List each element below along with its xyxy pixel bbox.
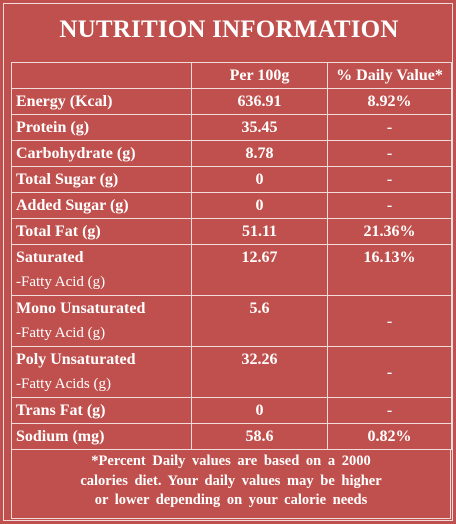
row-value: 58.6: [191, 423, 328, 450]
table-row: Trans Fat (g) 0 -: [11, 397, 452, 424]
row-label-cell: Saturated -Fatty Acid (g): [11, 244, 192, 296]
row-value: 12.67: [191, 244, 328, 296]
row-daily: 16.13%: [327, 244, 452, 296]
row-label: Carbohydrate (g): [11, 140, 192, 167]
footnote-line: or lower depending on your calorie needs: [94, 492, 368, 508]
row-daily: -: [327, 295, 452, 347]
table-row: Sodium (mg) 58.6 0.82%: [11, 423, 452, 450]
row-label: Saturated: [16, 249, 84, 266]
row-daily: -: [327, 166, 452, 193]
row-sublabel: -Fatty Acids (g): [16, 376, 111, 392]
row-label: Total Sugar (g): [11, 166, 192, 193]
row-daily: -: [327, 114, 452, 141]
table-row: Poly Unsaturated -Fatty Acids (g) 32.26 …: [11, 346, 452, 398]
row-label: Energy (Kcal): [11, 88, 192, 115]
table-row: Total Fat (g) 51.11 21.36%: [11, 218, 452, 245]
panel-title: NUTRITION INFORMATION: [59, 16, 399, 43]
table-row: Added Sugar (g) 0 -: [11, 192, 452, 219]
header-blank: [11, 62, 192, 89]
footnote: *Percent Daily values are based on a 200…: [11, 449, 451, 519]
row-label-cell: Poly Unsaturated -Fatty Acids (g): [11, 346, 192, 398]
footnote-line: *Percent Daily values are based on a 200…: [91, 453, 371, 469]
row-label: Poly Unsaturated: [16, 351, 136, 368]
row-label: Added Sugar (g): [11, 192, 192, 219]
table-row: Energy (Kcal) 636.91 8.92%: [11, 88, 452, 115]
footnote-line: calories diet. Your daily values may be …: [80, 472, 382, 489]
row-value: 0: [191, 397, 328, 424]
row-label: Mono Unsaturated: [16, 300, 146, 317]
table-row: Total Sugar (g) 0 -: [11, 166, 452, 193]
row-label: Trans Fat (g): [11, 397, 192, 424]
row-value: 0: [191, 192, 328, 219]
row-daily: -: [327, 346, 452, 398]
row-daily: -: [327, 140, 452, 167]
row-value: 0: [191, 166, 328, 193]
row-label: Protein (g): [11, 114, 192, 141]
row-label-cell: Mono Unsaturated -Fatty Acid (g): [11, 295, 192, 347]
nutrition-panel: NUTRITION INFORMATION Per 100g % Daily V…: [3, 3, 453, 521]
table-header-row: Per 100g % Daily Value*: [11, 62, 452, 89]
table-row: Mono Unsaturated -Fatty Acid (g) 5.6 -: [11, 295, 452, 347]
row-daily: 0.82%: [327, 423, 452, 450]
row-sublabel: -Fatty Acid (g): [16, 325, 106, 341]
table-row: Saturated -Fatty Acid (g) 12.67 16.13%: [11, 244, 452, 296]
row-value: 32.26: [191, 346, 328, 398]
nutrition-table: Per 100g % Daily Value* Energy (Kcal) 63…: [11, 62, 452, 450]
header-per-100g: Per 100g: [191, 62, 328, 89]
row-value: 8.78: [191, 140, 328, 167]
row-value: 35.45: [191, 114, 328, 141]
table-row: Carbohydrate (g) 8.78 -: [11, 140, 452, 167]
header-daily-value: % Daily Value*: [327, 62, 452, 89]
row-daily: 8.92%: [327, 88, 452, 115]
row-daily: -: [327, 192, 452, 219]
row-value: 5.6: [191, 295, 328, 347]
row-label: Sodium (mg): [11, 423, 192, 450]
row-daily: -: [327, 397, 452, 424]
row-label: Total Fat (g): [11, 218, 192, 245]
table-row: Protein (g) 35.45 -: [11, 114, 452, 141]
row-value: 636.91: [191, 88, 328, 115]
row-sublabel: -Fatty Acid (g): [16, 274, 106, 290]
row-daily: 21.36%: [327, 218, 452, 245]
row-value: 51.11: [191, 218, 328, 245]
